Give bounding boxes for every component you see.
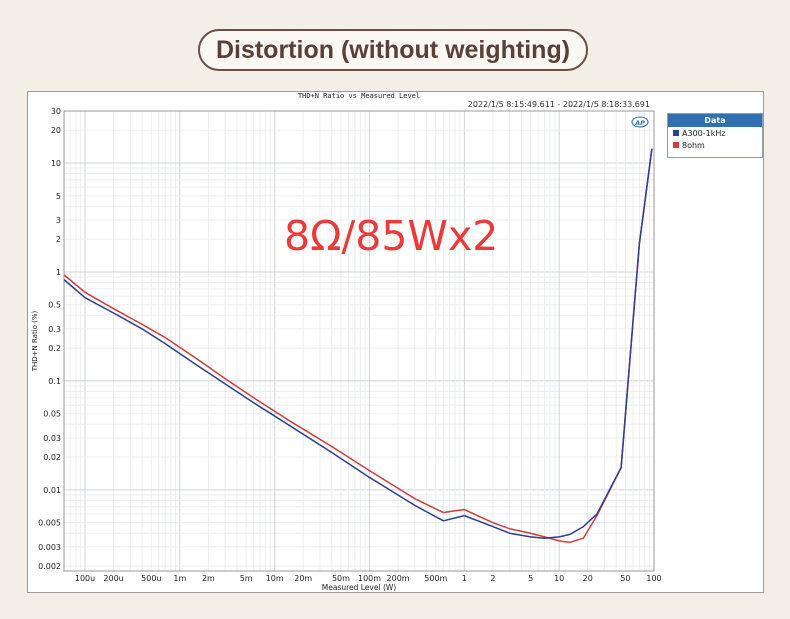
x-tick-label: 100u bbox=[75, 574, 95, 583]
y-tick-label: 1 bbox=[56, 268, 61, 277]
legend-item: A300-1kHz bbox=[668, 127, 762, 139]
svg-text:AP: AP bbox=[634, 119, 645, 127]
chart-panel bbox=[27, 91, 764, 593]
x-tick-label: 10m bbox=[266, 574, 284, 583]
y-tick-label: 0.05 bbox=[43, 410, 61, 419]
y-tick-label: 0.3 bbox=[48, 325, 61, 334]
legend-label: A300-1kHz bbox=[682, 128, 726, 138]
x-tick-label: 100m bbox=[358, 574, 381, 583]
x-tick-label: 1m bbox=[173, 574, 186, 583]
series-line-8ohm bbox=[63, 148, 653, 544]
x-tick-label: 50m bbox=[332, 574, 350, 583]
y-axis-label: THD+N Ratio (%) bbox=[31, 310, 39, 372]
x-tick-label: 200m bbox=[387, 574, 410, 583]
y-tick-label: 0.002 bbox=[38, 562, 61, 571]
y-tick-label: 2 bbox=[56, 235, 61, 244]
y-tick-label: 0.03 bbox=[43, 434, 61, 443]
x-tick-label: 20m bbox=[294, 574, 312, 583]
y-tick-label: 5 bbox=[56, 192, 61, 201]
y-tick-label: 20 bbox=[51, 126, 61, 135]
y-tick-label: 0.003 bbox=[38, 543, 61, 552]
x-tick-label: 5 bbox=[528, 574, 533, 583]
plot-frame bbox=[63, 110, 655, 572]
series-line-a300-1khz bbox=[63, 148, 653, 539]
y-tick-label: 3 bbox=[56, 216, 61, 225]
grid-lines bbox=[63, 111, 654, 571]
x-tick-label: 10 bbox=[554, 574, 564, 583]
x-tick-label: 2m bbox=[202, 574, 215, 583]
y-tick-label: 0.5 bbox=[48, 301, 61, 310]
legend-item: 8ohm bbox=[668, 139, 762, 151]
ap-logo-icon: AP bbox=[631, 116, 649, 128]
legend-swatch bbox=[673, 142, 679, 148]
legend-title: Data bbox=[668, 114, 762, 127]
y-tick-label: 0.1 bbox=[48, 377, 61, 386]
x-tick-label: 2 bbox=[490, 574, 495, 583]
chart-timestamp: 2022/1/5 8:15:49.611 - 2022/1/5 8:18:33.… bbox=[468, 100, 650, 109]
chart-annotation: 8Ω/85Wx2 bbox=[284, 212, 499, 260]
chart-title: THD+N Ratio vs Measured Level bbox=[298, 92, 420, 100]
x-tick-label: 500u bbox=[141, 574, 161, 583]
legend-swatch bbox=[673, 130, 679, 136]
x-axis-label: Measured Level (W) bbox=[322, 583, 397, 592]
legend-label: 8ohm bbox=[682, 140, 705, 150]
series-lines bbox=[63, 148, 653, 544]
x-tick-label: 200u bbox=[103, 574, 123, 583]
x-tick-label: 500m bbox=[424, 574, 447, 583]
y-tick-label: 0.02 bbox=[43, 453, 61, 462]
chart-headline: Distortion (without weighting) bbox=[198, 29, 588, 71]
y-tick-label: 0.005 bbox=[38, 519, 61, 528]
y-tick-label: 30 bbox=[51, 107, 61, 116]
chart-legend: Data A300-1kHz 8ohm bbox=[667, 113, 763, 158]
x-tick-label: 50 bbox=[620, 574, 630, 583]
tick-labels: 100u 200u 500u 1m 2m 5m 10m 20m 50m 100m 200m 500m 1… bbox=[38, 107, 662, 583]
x-tick-label: 5m bbox=[240, 574, 253, 583]
y-tick-label: 10 bbox=[51, 159, 61, 168]
y-tick-label: 0.2 bbox=[48, 344, 61, 353]
x-tick-label: 100 bbox=[646, 574, 661, 583]
x-tick-label: 1 bbox=[462, 574, 467, 583]
y-tick-label: 0.01 bbox=[43, 486, 61, 495]
x-tick-label: 20 bbox=[583, 574, 593, 583]
